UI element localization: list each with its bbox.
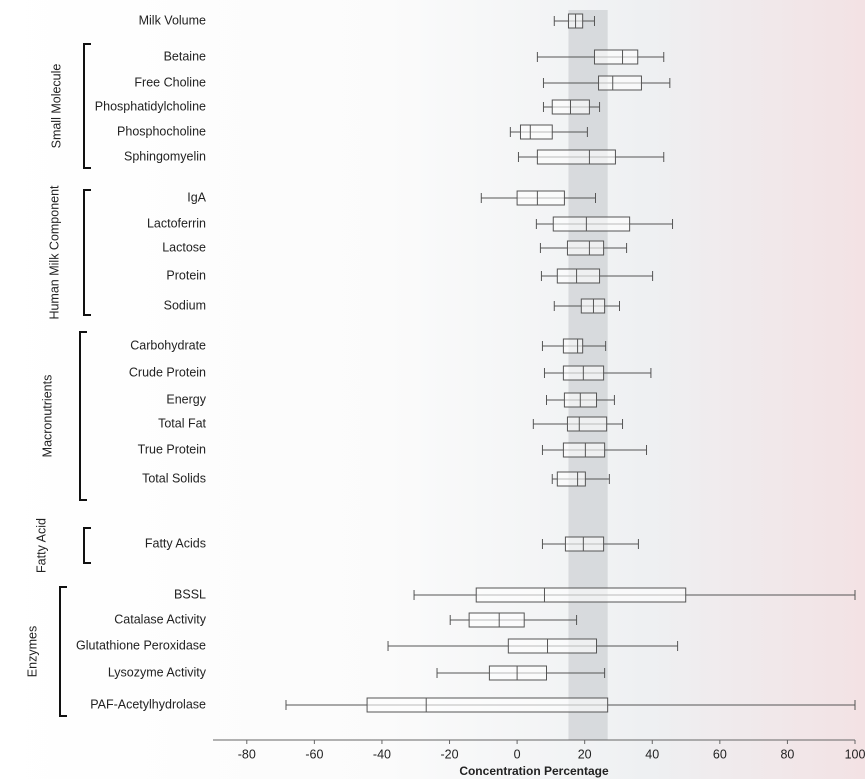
box	[537, 150, 615, 164]
box	[581, 299, 604, 313]
category-label: Protein	[166, 268, 206, 282]
x-tick-label: -20	[440, 747, 458, 761]
x-tick-label: 100	[845, 747, 865, 761]
x-tick-label: -40	[373, 747, 391, 761]
category-label: Fatty Acids	[145, 536, 206, 550]
group-label: Enzymes	[25, 626, 39, 677]
x-axis-label: Concentration Percentage	[459, 764, 609, 778]
x-tick-label: 0	[514, 747, 521, 761]
category-label: Lysozyme Activity	[108, 665, 207, 679]
box	[567, 241, 603, 255]
box	[553, 217, 629, 231]
box	[489, 666, 546, 680]
box	[557, 472, 585, 486]
box	[520, 125, 552, 139]
category-label: True Protein	[138, 442, 206, 456]
x-tick-label: 80	[780, 747, 794, 761]
category-label: Crude Protein	[129, 365, 206, 379]
group-label: Small Molecule	[49, 64, 63, 149]
x-tick-label: 60	[713, 747, 727, 761]
group-label: Human Milk Component	[47, 185, 61, 320]
category-label: IgA	[187, 190, 206, 204]
category-label: Sphingomyelin	[124, 149, 206, 163]
box	[563, 339, 582, 353]
box	[517, 191, 564, 205]
box	[367, 698, 608, 712]
category-label: Glutathione Peroxidase	[76, 638, 206, 652]
category-label: Lactoferrin	[147, 216, 206, 230]
box	[594, 50, 637, 64]
category-label: Lactose	[162, 240, 206, 254]
category-label: Sodium	[164, 298, 206, 312]
x-tick-label: 20	[578, 747, 592, 761]
box	[557, 269, 599, 283]
box	[469, 613, 524, 627]
box	[508, 639, 596, 653]
category-label: PAF-Acetylhydrolase	[90, 697, 206, 711]
x-tick-label: -80	[238, 747, 256, 761]
category-label: Betaine	[164, 49, 206, 63]
box	[567, 417, 606, 431]
x-tick-label: -60	[305, 747, 323, 761]
category-label: BSSL	[174, 587, 206, 601]
category-label: Carbohydrate	[130, 338, 206, 352]
category-label: Total Fat	[158, 416, 206, 430]
chart: Concentration Percentage -80 -60 -40 -20 0 20…	[0, 0, 865, 779]
category-label: Milk Volume	[139, 13, 206, 27]
category-label: Energy	[166, 392, 206, 406]
category-label: Total Solids	[142, 471, 206, 485]
box	[599, 76, 642, 90]
x-tick-label: 40	[645, 747, 659, 761]
category-label: Phosphatidylcholine	[95, 99, 206, 113]
box	[563, 443, 604, 457]
category-label: Free Choline	[134, 75, 206, 89]
background	[0, 0, 865, 779]
box	[565, 537, 603, 551]
group-label: Macronutrients	[40, 375, 54, 458]
category-label: Catalase Activity	[114, 612, 206, 626]
box	[476, 588, 685, 602]
page: {"chart_data": {"type": "box", "x_label"…	[0, 0, 865, 779]
category-label: Phosphocholine	[117, 124, 206, 138]
group-label: Fatty Acid	[34, 518, 48, 573]
